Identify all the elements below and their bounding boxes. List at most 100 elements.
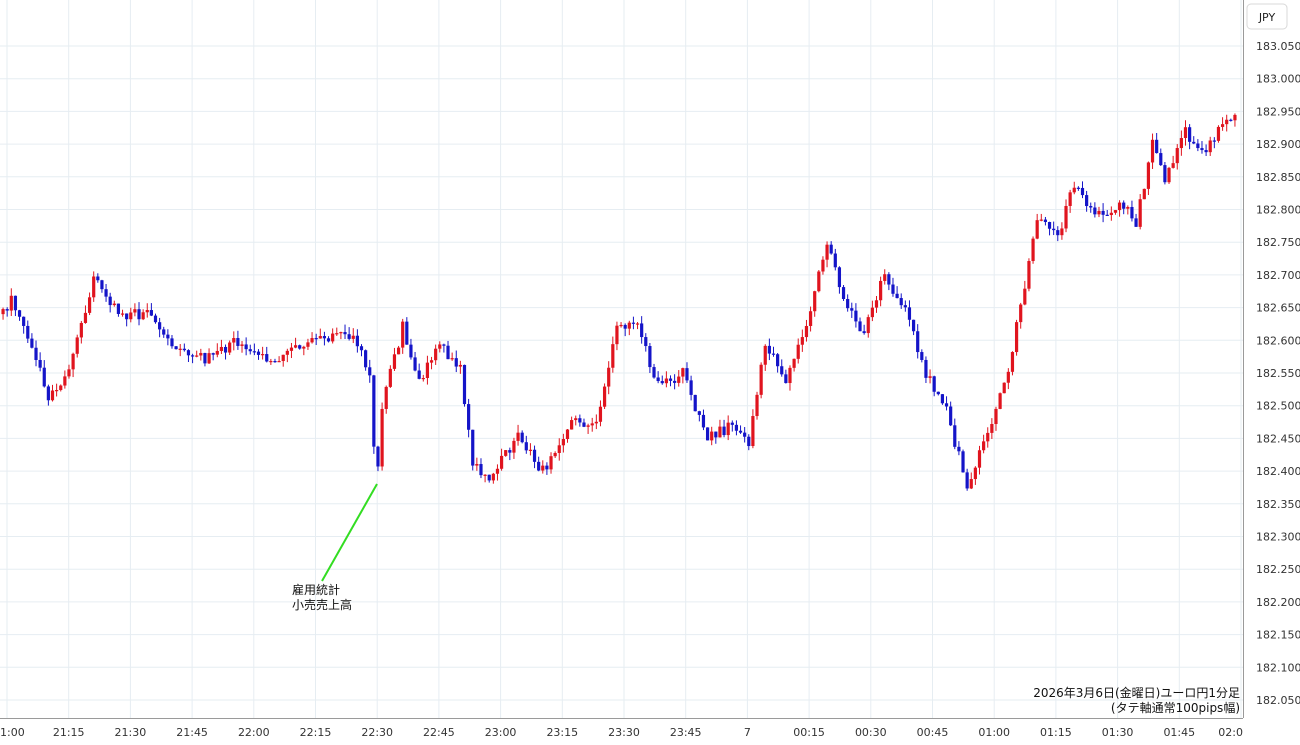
candle-up: [285, 350, 289, 355]
y-tick-label: 182.100: [1256, 661, 1300, 674]
candle-down: [1196, 143, 1200, 149]
candle-up: [306, 342, 310, 347]
candle-down: [203, 352, 207, 364]
candle-down: [953, 425, 957, 447]
x-tick-label: 00:15: [793, 726, 825, 739]
candle-up: [388, 368, 392, 387]
y-tick-label: 182.800: [1256, 204, 1300, 217]
candle-up: [83, 312, 88, 323]
candle-up: [92, 276, 96, 298]
candle-up: [1035, 220, 1039, 239]
candle-up: [63, 376, 67, 386]
annotation-line-1: 雇用統計: [292, 582, 340, 597]
candle-up: [1117, 202, 1122, 211]
candle-down: [738, 430, 743, 433]
candle-up: [1014, 322, 1019, 353]
candle-down: [417, 370, 421, 379]
candle-up: [289, 347, 294, 351]
candle-down: [471, 429, 475, 466]
candle-up: [883, 274, 887, 281]
candle-up: [1010, 352, 1015, 372]
candle-down: [442, 344, 446, 346]
candle-up: [1019, 304, 1023, 323]
candle-down: [780, 366, 784, 375]
candle-down: [582, 422, 586, 427]
candle-up: [79, 322, 83, 338]
candle-up: [1138, 199, 1142, 227]
candle-down: [252, 351, 256, 353]
candle-down: [125, 313, 129, 320]
candle-up: [384, 386, 388, 409]
currency-badge[interactable]: [1246, 3, 1288, 30]
candle-up: [475, 464, 479, 466]
candle-up: [565, 429, 570, 440]
candle-down: [920, 352, 924, 360]
candle-down: [409, 344, 413, 358]
candle-up: [821, 259, 825, 272]
y-tick-label: 182.850: [1256, 171, 1300, 184]
candle-down: [359, 346, 364, 351]
candle-down: [166, 334, 170, 339]
candle-down: [372, 375, 376, 447]
candle-up: [450, 358, 454, 360]
candle-down: [578, 418, 582, 423]
candle-up: [1126, 206, 1130, 209]
candle-up: [120, 313, 125, 315]
candle-down: [747, 436, 751, 447]
candle-up: [998, 393, 1002, 409]
candle-down: [508, 450, 512, 453]
candle-down: [314, 338, 318, 340]
candle-down: [668, 378, 673, 381]
candle-down: [924, 359, 928, 378]
candle-down: [1200, 148, 1204, 151]
candle-down: [265, 354, 269, 362]
candle-down: [887, 274, 891, 285]
candle-up: [199, 352, 203, 356]
candle-down: [355, 335, 359, 347]
candle-down: [462, 364, 467, 405]
candle-up: [438, 344, 442, 349]
chart-title: 2026年3月6日(金曜日)ユーロ円1分足: [1033, 685, 1240, 700]
candle-up: [516, 432, 520, 441]
candle-up: [75, 337, 79, 354]
candle-down: [17, 310, 22, 317]
candle-down: [1043, 219, 1048, 223]
x-tick-label: 01:30: [1102, 726, 1134, 739]
candle-up: [1225, 119, 1229, 125]
candle-up: [607, 367, 611, 387]
candle-down: [940, 394, 945, 404]
x-tick-label: 01:00: [978, 726, 1010, 739]
candle-up: [557, 445, 561, 453]
candle-down: [487, 474, 491, 481]
candle-up: [990, 424, 994, 433]
candle-up: [870, 307, 874, 318]
candle-down: [656, 377, 660, 382]
candle-down: [467, 404, 471, 430]
candle-down: [479, 464, 483, 476]
candle-up: [1002, 382, 1006, 394]
candle-up: [178, 348, 182, 350]
candle-down: [734, 424, 739, 431]
candle-up: [380, 408, 384, 467]
candle-down: [623, 324, 627, 329]
candle-up: [50, 390, 55, 401]
candle-up: [763, 345, 767, 365]
candle-up: [574, 418, 578, 421]
y-tick-label: 182.500: [1256, 400, 1300, 413]
candle-down: [640, 323, 644, 338]
candle-up: [817, 271, 821, 292]
candle-up: [504, 450, 508, 456]
y-tick-label: 182.600: [1256, 334, 1300, 347]
candle-up: [792, 358, 796, 368]
candle-up: [1208, 140, 1212, 153]
candle-down: [784, 374, 788, 384]
candle-up: [351, 335, 355, 339]
candle-down: [532, 449, 537, 462]
y-tick-label: 182.450: [1256, 432, 1300, 445]
candle-down: [1052, 228, 1056, 231]
candle-up: [302, 346, 306, 349]
candle-down: [743, 432, 747, 437]
annotation-line-2: 小売売上高: [292, 597, 352, 612]
candle-up: [1006, 371, 1010, 383]
x-tick-label: 7: [744, 726, 751, 739]
